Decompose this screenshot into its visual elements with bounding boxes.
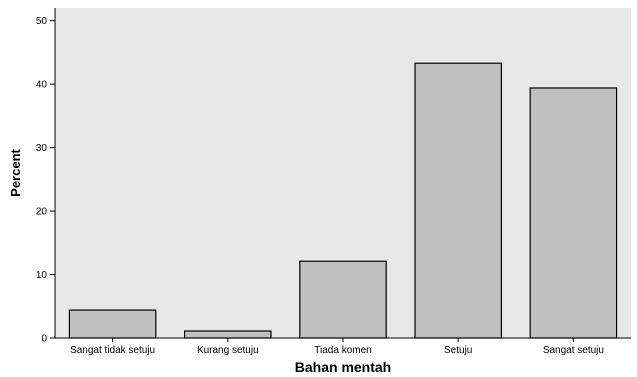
x-tick-label: Sangat setuju: [543, 345, 604, 356]
x-axis-ticks: Sangat tidak setuju Kurang setuju Tiada ko…: [70, 338, 604, 356]
x-tick-label: Tiada komen: [314, 345, 371, 356]
y-tick-label: 30: [36, 143, 48, 154]
bar-1: [68, 309, 157, 339]
bar-3: [299, 260, 387, 339]
x-tick-label: Sangat tidak setuju: [70, 345, 155, 356]
y-axis-title: Percent: [8, 148, 23, 196]
y-tick-label: 40: [36, 80, 48, 91]
y-axis-ticks: 0 10 20 30 40 50: [36, 16, 55, 345]
x-tick-label: Kurang setuju: [197, 345, 259, 356]
bar-2: [184, 330, 272, 339]
y-tick-label: 50: [36, 16, 48, 27]
bar-4: [414, 62, 503, 339]
y-tick-label: 0: [41, 334, 47, 345]
x-axis-title: Bahan mentah: [295, 359, 391, 375]
bars: [68, 62, 618, 339]
bar-5: [529, 87, 618, 339]
x-tick-label: Setuju: [444, 345, 472, 356]
y-tick-label: 10: [36, 270, 48, 281]
y-tick-label: 20: [36, 207, 48, 218]
